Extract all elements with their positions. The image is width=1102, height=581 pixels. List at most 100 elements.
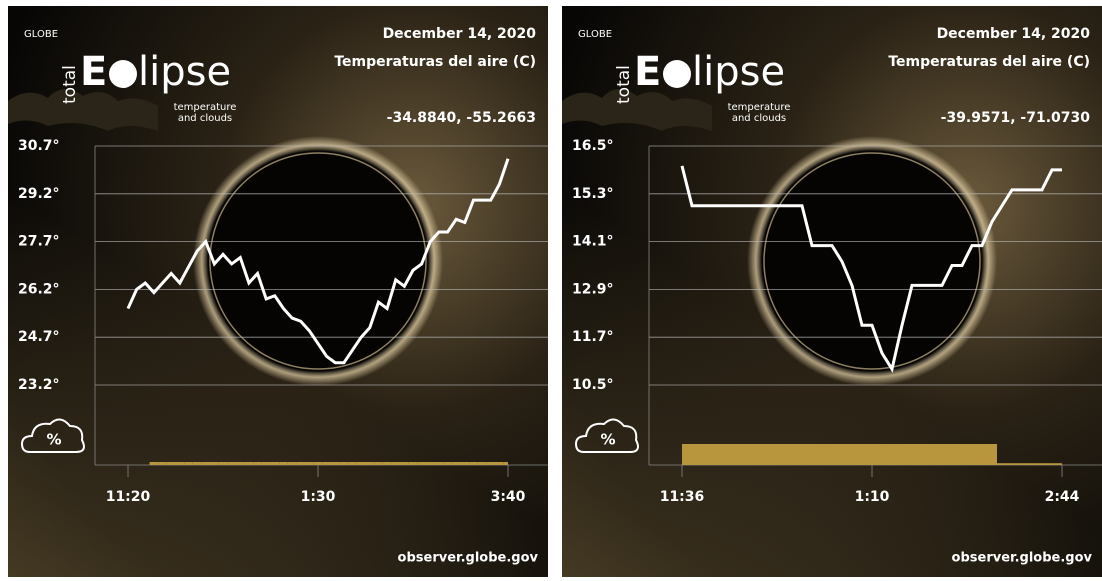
cloud-bar <box>807 444 817 465</box>
cloud-bar <box>167 462 176 465</box>
y-tick-label: 26.2° <box>18 281 60 297</box>
cloud-bar <box>997 463 1007 465</box>
cloud-bar <box>184 462 193 465</box>
y-tick-label: 30.7° <box>18 138 60 154</box>
cloud-bar <box>847 444 857 465</box>
logo-e: E <box>634 49 661 95</box>
cloud-bar <box>1037 463 1047 465</box>
cloud-bar <box>409 462 418 465</box>
logo-small: total <box>614 65 634 104</box>
cloud-bar <box>504 462 508 465</box>
cloud-bar <box>452 462 461 465</box>
cloud-bar <box>1047 463 1057 465</box>
cloud-bar <box>245 462 254 465</box>
cloud-bar <box>495 462 504 465</box>
cloud-bar <box>322 462 331 465</box>
y-tick-label: 16.5° <box>572 138 614 154</box>
cloud-bar <box>305 462 314 465</box>
y-tick-label: 23.2° <box>18 377 60 393</box>
cloud-bar <box>917 444 927 465</box>
cloud-icon-label: % <box>46 431 61 449</box>
tagline: temperature <box>728 102 791 113</box>
cloud-bar <box>435 462 444 465</box>
logo-e: E <box>80 49 107 95</box>
cloud-bar <box>158 462 167 465</box>
coordinates: -34.8840, -55.2663 <box>387 110 536 126</box>
cloud-bar <box>687 444 697 465</box>
cloud-bar <box>262 462 271 465</box>
cloud-bar <box>957 444 967 465</box>
y-tick-label: 14.1° <box>572 234 614 250</box>
y-tick-label: 27.7° <box>18 234 60 250</box>
page: GLOBEtotalElipsetemperatureand cloudsDec… <box>0 0 1102 581</box>
brand: GLOBE <box>24 29 58 40</box>
cloud-bar <box>1017 463 1027 465</box>
cloud-bar <box>747 444 757 465</box>
cloud-bar <box>727 444 737 465</box>
cloud-bar <box>331 462 340 465</box>
cloud-bar <box>391 462 400 465</box>
cloud-bar <box>737 444 747 465</box>
x-tick-label: 2:44 <box>1045 489 1080 505</box>
cloud-bar <box>469 462 478 465</box>
x-tick-label: 11:20 <box>106 489 151 505</box>
brand: GLOBE <box>578 29 612 40</box>
cloud-bar <box>717 444 727 465</box>
cloud-bar <box>887 444 897 465</box>
x-tick-label: 1:10 <box>855 489 890 505</box>
cloud-bar <box>877 444 887 465</box>
cloud-bar <box>279 462 288 465</box>
cloud-bar <box>486 462 495 465</box>
date: December 14, 2020 <box>937 26 1091 42</box>
cloud-bar <box>210 462 219 465</box>
cloud-bar <box>697 444 707 465</box>
cloud-bar <box>296 462 305 465</box>
footer: observer.globe.gov <box>398 551 539 566</box>
cloud-bar <box>400 462 409 465</box>
cloud-bar <box>461 462 470 465</box>
cloud-bar <box>426 462 435 465</box>
footer: observer.globe.gov <box>952 551 1093 566</box>
cloud-bar <box>443 462 452 465</box>
cloud-bar <box>1057 463 1062 465</box>
y-tick-label: 12.9° <box>572 281 614 297</box>
cloud-bar <box>366 462 375 465</box>
cloud-bar <box>357 462 366 465</box>
cloud-bar <box>987 444 997 465</box>
cloud-bar <box>682 444 687 465</box>
cloud-bar <box>288 462 297 465</box>
y-tick-label: 29.2° <box>18 186 60 202</box>
cloud-bar <box>977 444 987 465</box>
cloud-bar <box>193 462 202 465</box>
logo-moon <box>663 60 691 88</box>
cloud-bar <box>707 444 717 465</box>
cloud-bar <box>150 462 159 465</box>
cloud-bar <box>817 444 827 465</box>
cloud-bar <box>777 444 787 465</box>
eclipse-moon <box>764 153 980 369</box>
cloud-bar <box>236 462 245 465</box>
cloud-bar <box>937 444 947 465</box>
tagline: and clouds <box>732 113 786 124</box>
logo-moon <box>109 60 137 88</box>
y-tick-label: 11.7° <box>572 329 614 345</box>
chart-title: Temperaturas del aire (C) <box>888 54 1090 70</box>
x-tick-label: 11:36 <box>660 489 705 505</box>
cloud-bar <box>176 462 185 465</box>
cloud-bar <box>219 462 228 465</box>
cloud-bar <box>907 444 917 465</box>
cloud-bar <box>201 462 210 465</box>
cloud-bar <box>867 444 877 465</box>
logo-rest: lipse <box>692 49 785 95</box>
y-tick-label: 15.3° <box>572 186 614 202</box>
cloud-bar <box>478 462 487 465</box>
coordinates: -39.9571, -71.0730 <box>941 110 1091 126</box>
cloud-bar <box>417 462 426 465</box>
cloud-bar <box>897 444 907 465</box>
cloud-bar <box>857 444 867 465</box>
y-tick-label: 10.5° <box>572 377 614 393</box>
cloud-bar <box>767 444 777 465</box>
cloud-bar <box>314 462 323 465</box>
